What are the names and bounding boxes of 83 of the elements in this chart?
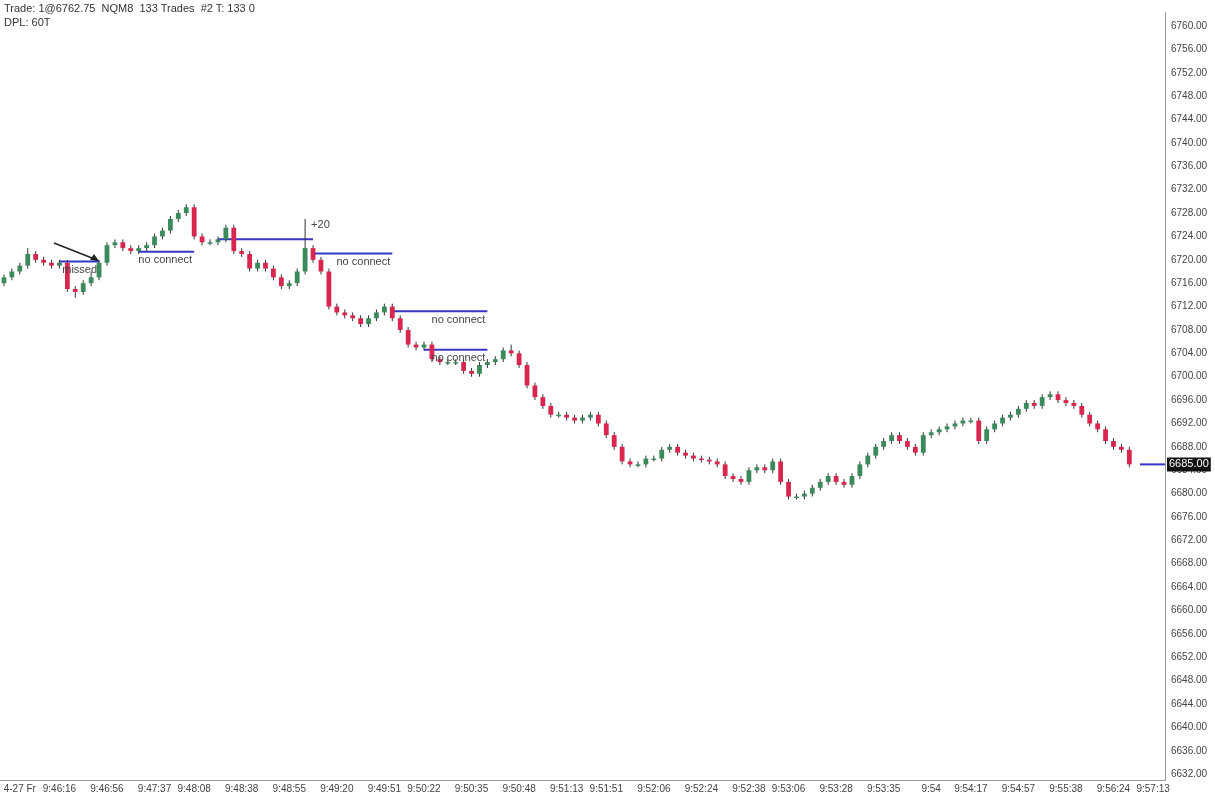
- y-tick-label: 6672.00: [1171, 534, 1208, 546]
- x-tick-label: 9:49:20: [320, 782, 354, 794]
- x-tick-label: 9:50:35: [454, 782, 489, 794]
- candlestick: [405, 326, 411, 348]
- y-tick-label: 6636.00: [1171, 744, 1208, 756]
- y-tick-label: 6712.00: [1171, 300, 1208, 312]
- candlestick: [976, 417, 982, 445]
- y-tick-label: 6756.00: [1171, 43, 1208, 55]
- x-tick-label: 9:57:13: [1136, 782, 1171, 794]
- chart-title: Trade: 1@6762.75 NQM8 133 Trades #2 T: 133 0: [4, 2, 255, 14]
- x-tick-label: 9:50:22: [407, 782, 442, 794]
- x-tick-label: 9:56:24: [1096, 782, 1131, 794]
- y-tick-label: 6724.00: [1171, 230, 1208, 242]
- candlestick: [1126, 446, 1132, 468]
- y-tick-label: 6744.00: [1171, 113, 1208, 125]
- x-tick-label: 9:53:06: [771, 782, 806, 794]
- x-tick-label: 9:53:35: [866, 782, 901, 794]
- y-tick-label: 6632.00: [1171, 767, 1208, 779]
- y-tick-label: 6704.00: [1171, 347, 1208, 359]
- y-tick-label: 6692.00: [1171, 417, 1208, 429]
- y-tick-label: 6680.00: [1171, 487, 1208, 499]
- candlestick: [920, 431, 926, 457]
- candlestick: [778, 458, 784, 486]
- ref-line-label: 6685.00: [1169, 457, 1209, 470]
- x-tick-label: 9:54:17: [954, 782, 988, 794]
- y-tick-label: 6648.00: [1171, 674, 1208, 686]
- x-tick-label: 9:49:51: [367, 782, 402, 794]
- series-label: no connect: [138, 253, 193, 266]
- y-tick-label: 6720.00: [1171, 253, 1208, 265]
- x-tick-label: 9:54: [921, 782, 942, 794]
- candlestick: [88, 271, 94, 287]
- candlestick: [619, 443, 625, 465]
- x-tick-label: 4-27 Fr: [3, 782, 37, 794]
- y-tick-label: 6708.00: [1171, 323, 1208, 335]
- candlestick: [635, 460, 641, 468]
- y-tick-label: 6728.00: [1171, 206, 1208, 218]
- y-tick-label: 6736.00: [1171, 160, 1208, 172]
- x-tick-label: 9:48:08: [177, 782, 212, 794]
- y-tick-label: 6716.00: [1171, 276, 1208, 288]
- y-tick-label: 6760.00: [1171, 19, 1208, 31]
- x-tick-label: 9:52:06: [637, 782, 671, 794]
- y-tick-label: 6644.00: [1171, 697, 1208, 709]
- y-tick-label: 6668.00: [1171, 557, 1208, 569]
- x-tick-label: 9:55:38: [1049, 782, 1084, 794]
- series-label: no connect: [336, 254, 391, 267]
- y-tick-label: 6696.00: [1171, 393, 1208, 405]
- series-label: no connect: [431, 312, 486, 325]
- chart-subtitle: DPL: 60T: [4, 16, 51, 28]
- candlestick: [1071, 399, 1077, 410]
- y-tick-label: 6664.00: [1171, 580, 1208, 592]
- x-tick-label: 9:52:24: [684, 782, 719, 794]
- candlestick: [25, 247, 31, 270]
- y-tick-label: 6656.00: [1171, 627, 1208, 639]
- y-tick-label: 6652.00: [1171, 651, 1208, 663]
- x-tick-label: 9:46:16: [42, 782, 77, 794]
- x-tick-label: 9:46:56: [90, 782, 125, 794]
- candlestick: [754, 463, 760, 474]
- x-tick-label: 9:54:57: [1001, 782, 1036, 794]
- y-tick-label: 6640.00: [1171, 721, 1208, 733]
- candlestick: [786, 478, 791, 500]
- x-tick-label: 9:51:51: [589, 782, 624, 794]
- y-tick-label: 6700.00: [1171, 370, 1208, 382]
- x-tick-label: 9:50:48: [502, 782, 537, 794]
- y-tick-label: 6660.00: [1171, 604, 1208, 616]
- candlestick: [302, 218, 308, 275]
- x-tick-label: 9:51:13: [549, 782, 584, 794]
- candlestick: [936, 425, 942, 436]
- y-tick-label: 6740.00: [1171, 136, 1208, 148]
- x-tick-label: 9:48:38: [225, 782, 259, 794]
- candlestick: [247, 250, 253, 273]
- x-tick-label: 9:52:38: [732, 782, 767, 794]
- candlestick: [833, 472, 839, 486]
- x-tick-label: 9:47:37: [137, 782, 172, 794]
- y-tick-label: 6732.00: [1171, 183, 1208, 195]
- y-tick-label: 6676.00: [1171, 510, 1208, 522]
- annotation: +20: [311, 217, 330, 230]
- x-tick-label: 9:53:28: [819, 782, 854, 794]
- candlestick: [231, 224, 237, 255]
- x-tick-label: 9:48:55: [272, 782, 307, 794]
- candlestick: [207, 238, 213, 246]
- y-tick-label: 6688.00: [1171, 440, 1208, 452]
- y-tick-label: 6748.00: [1171, 89, 1208, 101]
- y-tick-label: 6752.00: [1171, 66, 1208, 78]
